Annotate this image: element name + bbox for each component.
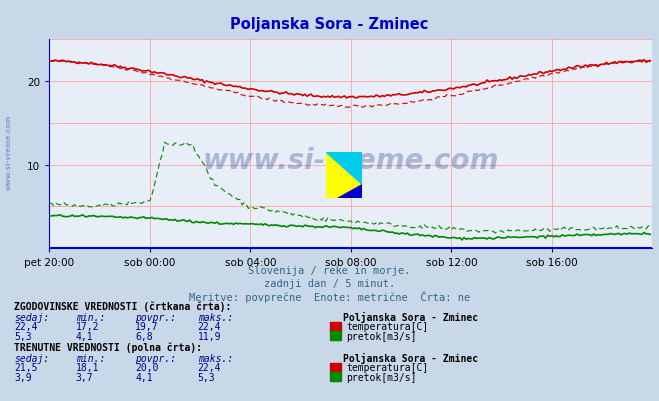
Text: Poljanska Sora - Zminec: Poljanska Sora - Zminec	[230, 17, 429, 32]
Text: maks.:: maks.:	[198, 353, 233, 363]
Text: temperatura[C]: temperatura[C]	[346, 363, 428, 373]
Text: 3,7: 3,7	[76, 372, 94, 382]
Text: 18,1: 18,1	[76, 363, 100, 373]
Polygon shape	[326, 152, 362, 198]
Text: 21,5: 21,5	[14, 363, 38, 373]
Text: sedaj:: sedaj:	[14, 312, 49, 322]
Text: www.si-vreme.com: www.si-vreme.com	[5, 115, 12, 190]
Text: Poljanska Sora - Zminec: Poljanska Sora - Zminec	[343, 352, 478, 363]
Text: 5,3: 5,3	[198, 372, 215, 382]
Text: 11,9: 11,9	[198, 331, 221, 341]
Text: Poljanska Sora - Zminec: Poljanska Sora - Zminec	[343, 311, 478, 322]
Text: 22,4: 22,4	[198, 363, 221, 373]
Text: povpr.:: povpr.:	[135, 353, 176, 363]
Text: 4,1: 4,1	[76, 331, 94, 341]
Text: 6,8: 6,8	[135, 331, 153, 341]
Text: zadnji dan / 5 minut.: zadnji dan / 5 minut.	[264, 279, 395, 288]
Text: 17,2: 17,2	[76, 322, 100, 332]
Polygon shape	[337, 184, 362, 198]
Text: 22,4: 22,4	[198, 322, 221, 332]
Text: TRENUTNE VREDNOSTI (polna črta):: TRENUTNE VREDNOSTI (polna črta):	[14, 341, 202, 352]
Text: povpr.:: povpr.:	[135, 312, 176, 322]
Polygon shape	[326, 152, 362, 184]
Text: min.:: min.:	[76, 312, 105, 322]
Text: 4,1: 4,1	[135, 372, 153, 382]
Text: temperatura[C]: temperatura[C]	[346, 322, 428, 332]
Text: 20,0: 20,0	[135, 363, 159, 373]
Text: sedaj:: sedaj:	[14, 353, 49, 363]
Text: Slovenija / reke in morje.: Slovenija / reke in morje.	[248, 266, 411, 275]
Text: min.:: min.:	[76, 353, 105, 363]
Text: 5,3: 5,3	[14, 331, 32, 341]
Text: 3,9: 3,9	[14, 372, 32, 382]
Text: 22,4: 22,4	[14, 322, 38, 332]
Text: ZGODOVINSKE VREDNOSTI (črtkana črta):: ZGODOVINSKE VREDNOSTI (črtkana črta):	[14, 300, 232, 311]
Text: Meritve: povprečne  Enote: metrične  Črta: ne: Meritve: povprečne Enote: metrične Črta:…	[189, 290, 470, 302]
Text: 19,7: 19,7	[135, 322, 159, 332]
Text: pretok[m3/s]: pretok[m3/s]	[346, 331, 416, 341]
Text: pretok[m3/s]: pretok[m3/s]	[346, 372, 416, 382]
Text: www.si-vreme.com: www.si-vreme.com	[203, 147, 499, 175]
Text: maks.:: maks.:	[198, 312, 233, 322]
